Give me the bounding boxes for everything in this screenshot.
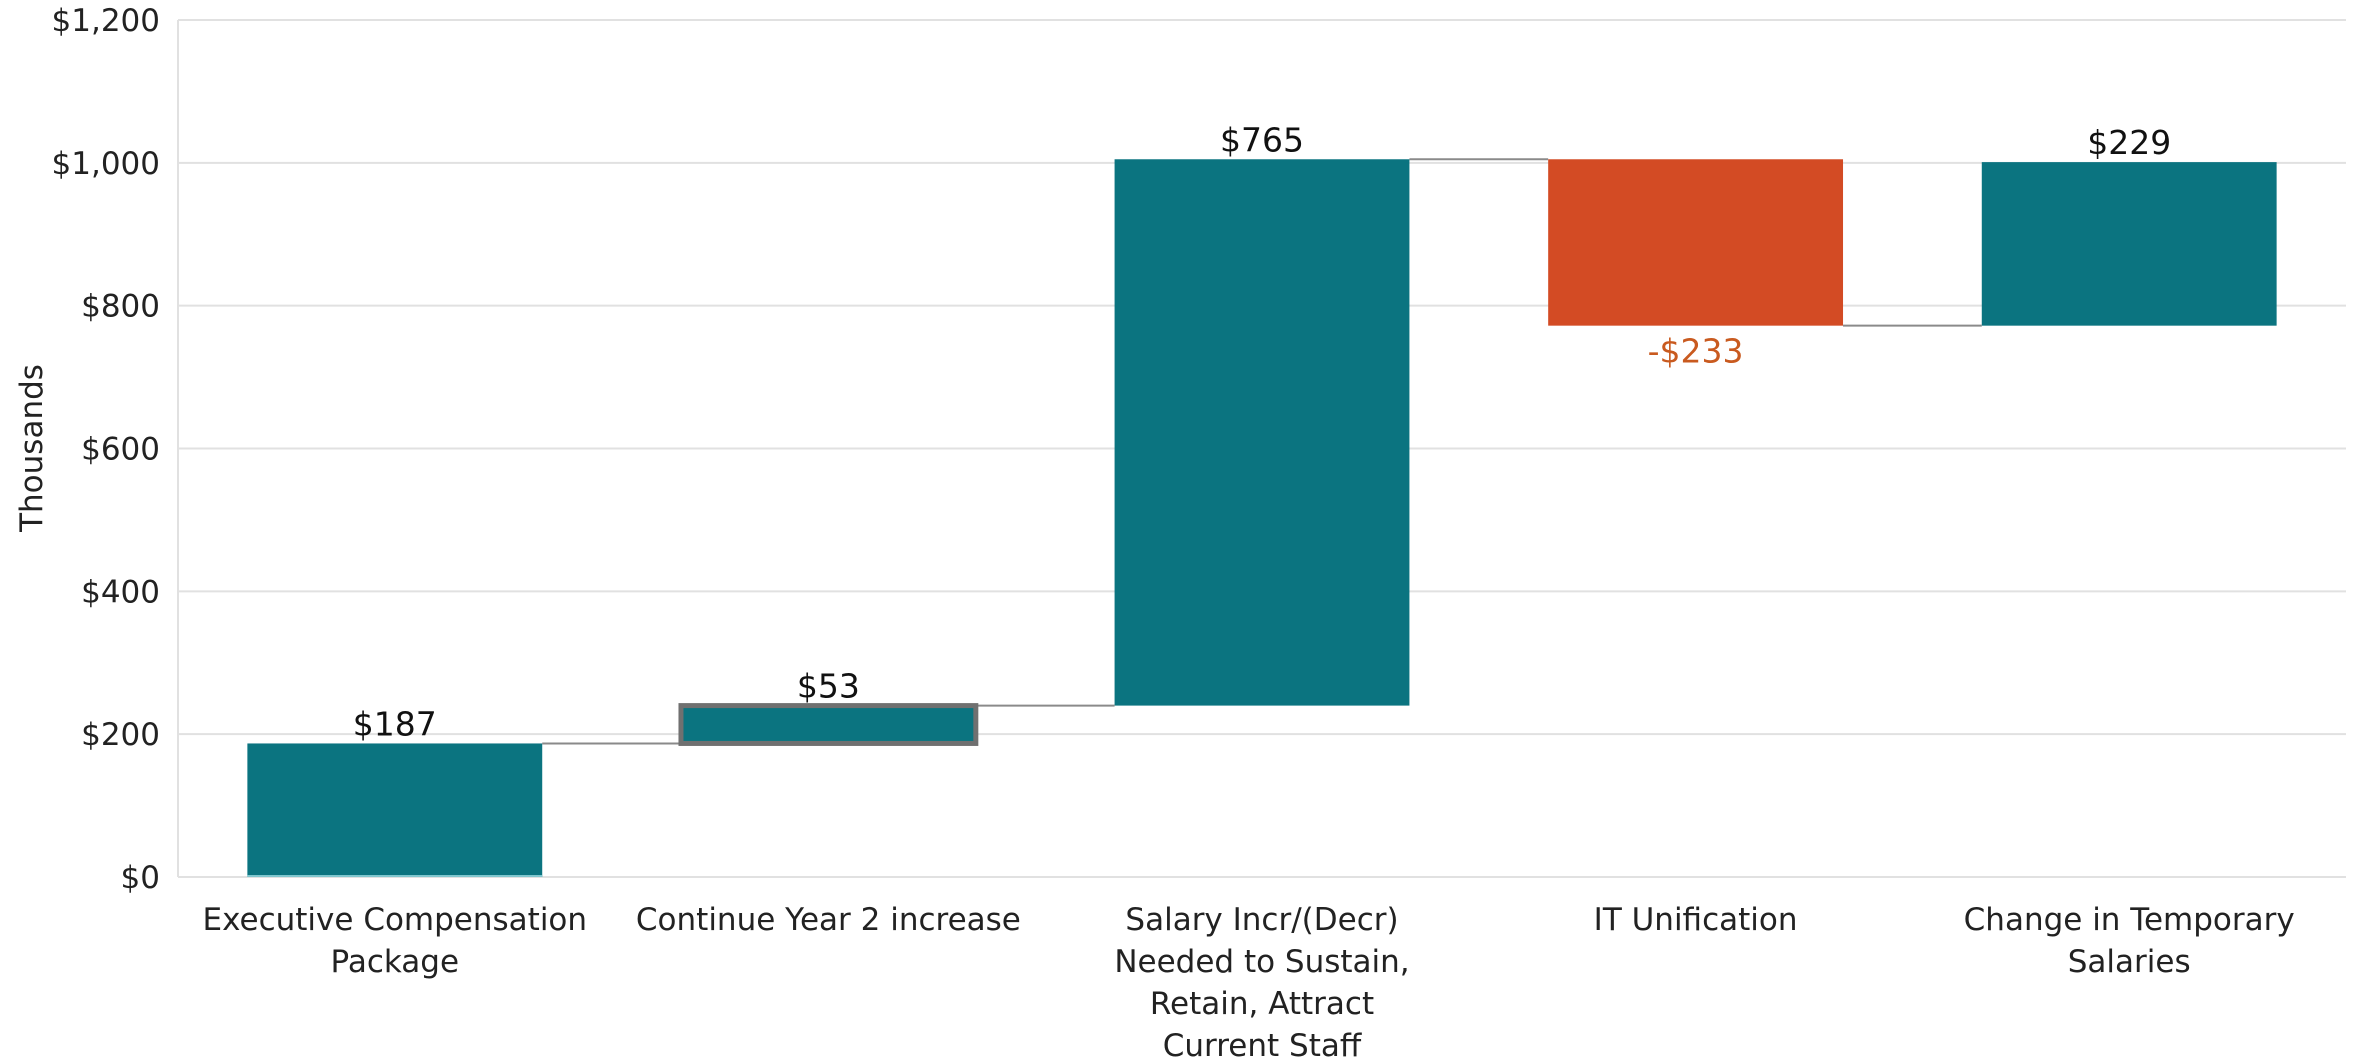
- data-label: $187: [353, 704, 437, 743]
- y-tick-label: $600: [81, 432, 160, 468]
- bar: [678, 703, 979, 746]
- connector-lines: [542, 158, 1982, 745]
- data-label: -$233: [1648, 332, 1744, 371]
- y-axis-title: Thousands: [14, 364, 50, 533]
- bar: [1548, 159, 1844, 326]
- data-labels: $187 $53 $765 -$233 $229: [353, 120, 2171, 743]
- bar: [1981, 162, 2277, 326]
- data-label: $765: [1220, 120, 1304, 159]
- category-label: IT Unification: [1594, 902, 1798, 938]
- y-tick-label: $1,200: [52, 3, 160, 39]
- y-tick-label: $0: [121, 860, 160, 896]
- category-label: Continue Year 2 increase: [636, 902, 1021, 938]
- y-tick-label: $400: [81, 574, 160, 610]
- category-label: Salary Incr/(Decr) Needed to Sustain, Reta…: [1114, 902, 1409, 1063]
- category-labels: Executive Compensation Package Continue Ye…: [203, 902, 2295, 1063]
- y-tick-label: $200: [81, 717, 160, 753]
- category-label: Change in Temporary Salaries: [1964, 902, 2295, 980]
- y-axis-tick-labels: $0 $200 $400 $600 $800 $1,000 $1,200: [52, 3, 160, 896]
- y-tick-label: $1,000: [52, 146, 160, 182]
- data-label: $53: [797, 667, 860, 706]
- bar: [1114, 159, 1410, 706]
- bars: [247, 159, 2277, 877]
- category-label: Executive Compensation Package: [203, 902, 588, 980]
- bar: [247, 743, 543, 877]
- y-tick-label: $800: [81, 289, 160, 325]
- data-label: $229: [2087, 123, 2171, 162]
